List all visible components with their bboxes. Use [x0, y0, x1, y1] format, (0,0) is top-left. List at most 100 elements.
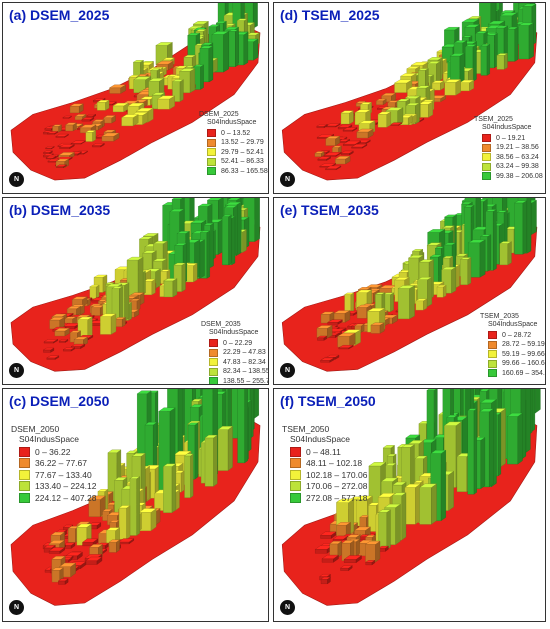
legend-item: 22.29 – 47.83 — [209, 348, 268, 357]
legend-item: 52.41 – 86.33 — [207, 157, 268, 166]
building-block — [108, 539, 121, 553]
building-block — [337, 332, 356, 348]
legend-label: 133.40 – 224.12 — [35, 481, 97, 492]
building-block — [334, 156, 351, 165]
map-3d-tsem-2035 — [281, 198, 538, 372]
legend-swatch — [290, 446, 301, 457]
building-block — [91, 143, 105, 148]
building-block — [118, 505, 131, 540]
legend-item: 82.34 – 138.55 — [209, 367, 268, 376]
building-block — [46, 131, 59, 135]
legend-swatch — [488, 359, 497, 368]
map-legend: TSEM_2050 S04IndusSpace 0 – 48.11 48.11 –… — [282, 424, 367, 504]
legend-label: 99.66 – 160.69 — [502, 360, 546, 368]
panel-title: (a) DSEM_2025 — [9, 7, 110, 23]
legend-label: 224.12 – 407.28 — [35, 492, 97, 503]
building-block — [323, 152, 342, 157]
legend-item: 99.66 – 160.69 — [488, 359, 546, 368]
building-block — [51, 124, 63, 133]
map-legend: DSEM_2025 S04IndusSpace 0 – 13.52 13.52 –… — [199, 111, 268, 177]
building-block — [480, 44, 491, 76]
legend-item: 29.79 – 52.41 — [207, 148, 268, 157]
building-block — [49, 317, 66, 330]
map-3d-dsem-2050 — [10, 389, 261, 606]
building-block — [340, 150, 354, 156]
building-block — [101, 132, 120, 142]
legend-item: 0 – 19.21 — [482, 134, 543, 143]
legend-swatch — [488, 369, 497, 378]
building-block — [507, 26, 519, 62]
building-block — [69, 103, 84, 114]
legend-swatch — [290, 469, 301, 480]
map-3d-dsem-2025 — [10, 3, 261, 181]
panel-tsem-2025: (d) TSEM_2025 TSEM_2025 S04IndusSpace 0 … — [273, 2, 546, 194]
map-3d-tsem-2025 — [281, 3, 538, 181]
legend-subtitle: S04IndusSpace — [290, 433, 351, 444]
panel-tsem-2035: (e) TSEM_2035 TSEM_2035 S04IndusSpace 0 … — [273, 197, 546, 385]
map-legend: TSEM_2035 S04IndusSpace 0 – 28.72 28.72 –… — [480, 313, 546, 379]
legend-item: 0 – 22.29 — [209, 339, 268, 348]
building-block — [370, 322, 385, 334]
building-block — [350, 143, 368, 149]
building-block — [85, 556, 103, 565]
building-block — [62, 115, 73, 119]
panel-tsem-2050: (f) TSEM_2050 TSEM_2050 S04IndusSpace 0 … — [273, 388, 546, 622]
legend-item: 0 – 36.22 — [19, 446, 96, 457]
legend-item: 36.22 – 77.67 — [19, 458, 96, 469]
building-block — [108, 84, 127, 94]
building-block — [155, 42, 173, 65]
legend-item: 272.08 – 577.18 — [290, 492, 367, 503]
legend-swatch — [290, 481, 301, 492]
legend-swatch — [207, 129, 216, 138]
panel-title: (b) DSEM_2035 — [9, 202, 111, 218]
building-block — [375, 98, 387, 106]
building-block — [74, 114, 87, 121]
building-block — [85, 130, 97, 142]
legend-swatch — [482, 143, 491, 152]
building-block — [121, 114, 139, 127]
legend-title: TSEM_2050 — [282, 424, 330, 434]
building-block — [237, 389, 248, 464]
building-block — [81, 117, 95, 122]
building-block — [86, 114, 97, 118]
building-block — [319, 163, 337, 168]
legend-item: 99.38 – 206.08 — [482, 172, 543, 181]
legend-label: 52.41 – 86.33 — [221, 158, 264, 166]
legend-item: 48.11 – 102.18 — [290, 458, 367, 469]
building-block — [70, 140, 86, 145]
legend-label: 48.11 – 102.18 — [306, 458, 363, 469]
building-block — [55, 164, 68, 168]
legend-label: 0 – 48.11 — [306, 446, 341, 457]
building-block — [343, 555, 362, 563]
building-block — [204, 434, 218, 487]
building-block — [340, 110, 354, 125]
building-block — [365, 560, 376, 566]
building-block — [342, 127, 358, 132]
building-block — [506, 412, 523, 465]
legend-swatch — [482, 153, 491, 162]
building-block — [495, 25, 509, 59]
building-block — [397, 285, 416, 320]
legend-item: 77.67 – 133.40 — [19, 469, 96, 480]
building-block — [467, 408, 478, 495]
building-block — [378, 509, 391, 550]
building-block — [44, 126, 55, 131]
building-block — [325, 123, 341, 128]
legend-label: 99.38 – 206.08 — [496, 172, 543, 180]
panel-dsem-2035: (b) DSEM_2035 DSEM_2035 S04IndusSpace 0 … — [2, 197, 269, 385]
legend-subtitle: S04IndusSpace — [207, 119, 257, 127]
building-block — [377, 111, 392, 128]
building-block — [444, 79, 462, 96]
legend-swatch — [207, 138, 216, 147]
legend-swatch — [207, 167, 216, 176]
building-block — [417, 101, 434, 118]
legend-item: 28.72 – 59.19 — [488, 340, 545, 349]
building-block — [327, 319, 343, 325]
building-block — [319, 357, 335, 363]
building-block — [82, 538, 99, 547]
legend-label: 0 – 19.21 — [496, 134, 526, 142]
building-block — [436, 285, 447, 298]
building-block — [90, 305, 105, 316]
building-block — [518, 22, 535, 60]
legend-item: 102.18 – 170.06 — [290, 469, 367, 480]
